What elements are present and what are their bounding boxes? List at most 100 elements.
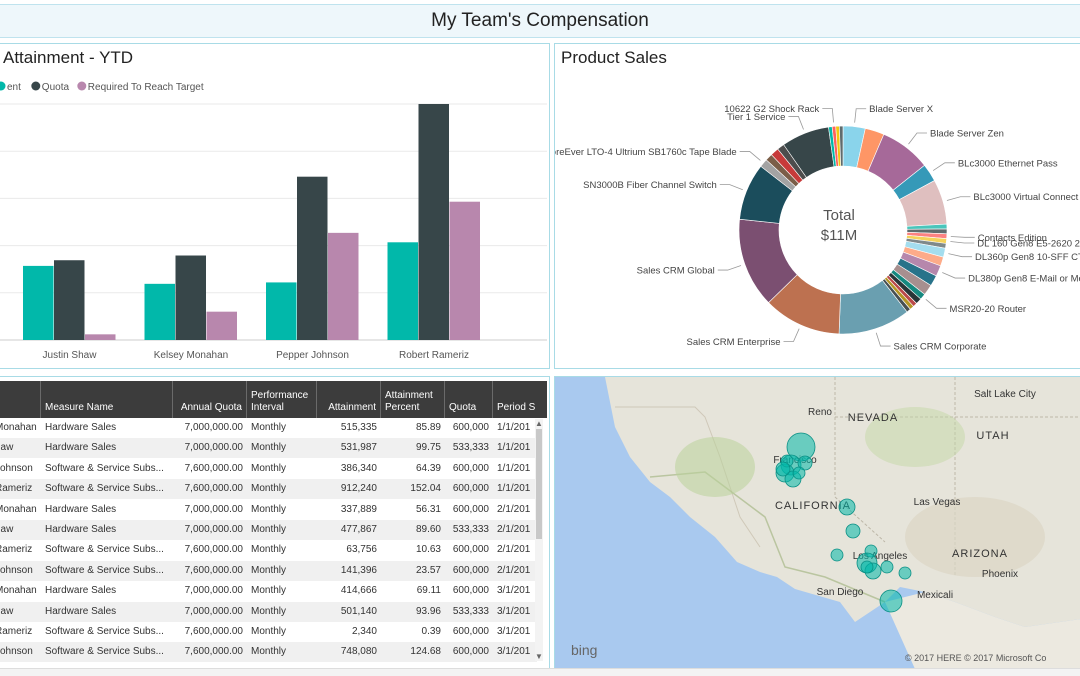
cell-annual-quota: 7,000,000.00	[184, 503, 243, 515]
map-bubble[interactable]	[898, 566, 912, 580]
map-label: ARIZONA	[952, 548, 1008, 560]
pie-leader-line	[950, 241, 975, 244]
bing-logo: bing	[571, 642, 597, 658]
cell-quota: 533,333	[452, 605, 489, 617]
col-header-attainment-percent[interactable]: Attainment Percent	[381, 381, 445, 418]
bar-ent-0[interactable]	[23, 265, 54, 340]
legend-label-0[interactable]: ent	[7, 82, 21, 93]
cell-attainment: 531,987	[340, 442, 377, 454]
table-row[interactable]: haw Hardware Sales 7,000,000.00 Monthly 477,…	[0, 520, 537, 540]
bar-quota-0[interactable]	[54, 260, 85, 340]
pie-slice-label: 10622 G2 Shock Rack	[724, 104, 819, 115]
bar-quota-2[interactable]	[297, 176, 328, 340]
cell-measure-name: Hardware Sales	[45, 524, 117, 535]
product-sales-panel[interactable]: Product Sales Blade Server X Blade Server…	[554, 43, 1080, 369]
compensation-table-panel[interactable]: Measure Name Annual Quota Performance In…	[0, 376, 550, 670]
table-row[interactable]: haw Hardware Sales 7,000,000.00 Monthly 531,…	[0, 438, 537, 459]
legend-swatch-0[interactable]	[0, 81, 6, 91]
bar-required-to-reach-target-1[interactable]	[206, 311, 238, 340]
scroll-down-icon[interactable]: ▼	[535, 652, 543, 661]
map-label: Phoenix	[982, 569, 1018, 580]
bar-ent-3[interactable]	[387, 242, 419, 340]
bar-quota-1[interactable]	[175, 255, 207, 340]
cell-attainment-percent: 124.68	[410, 646, 441, 658]
pie-slice-32[interactable]	[839, 125, 844, 167]
col-header-name[interactable]	[0, 381, 41, 418]
cell-attainment-percent: 56.31	[415, 503, 441, 515]
col-header-measure-name[interactable]: Measure Name	[41, 381, 173, 418]
cell-measure-name: Software & Service Subs...	[45, 564, 164, 576]
bar-required-to-reach-target-0[interactable]	[85, 334, 116, 340]
bar-quota-3[interactable]	[418, 104, 450, 340]
cell-performance-interval: Monthly	[251, 585, 287, 597]
map-bubble[interactable]	[797, 455, 813, 471]
pie-slice-label: MSR20-20 Router	[950, 304, 1027, 315]
pie-slice-label: Contacts Edition	[978, 233, 1047, 244]
map-bubble[interactable]	[838, 498, 856, 516]
table-row[interactable]: Johnson Software & Service Subs... 7,600,0…	[0, 642, 537, 663]
map-bubble[interactable]	[792, 466, 806, 480]
table-row[interactable]: Monahan Hardware Sales 7,000,000.00 Monthly…	[0, 581, 537, 601]
cell-name: Rameriz	[0, 483, 33, 495]
table-row[interactable]: Rameriz Software & Service Subs... 7,600,0…	[0, 622, 537, 642]
legend-label-2[interactable]: Required To Reach Target	[88, 82, 204, 93]
legend-swatch-2[interactable]	[77, 81, 87, 91]
scroll-thumb[interactable]	[536, 429, 542, 539]
bar-ent-2[interactable]	[266, 282, 297, 340]
product-sales-donut-chart: Blade Server X Blade Server Zen BLc3000 Et…	[555, 104, 1080, 353]
pie-leader-line	[783, 328, 800, 342]
table-row[interactable]: Monahan Hardware Sales 7,000,000.00 Monthly…	[0, 500, 537, 520]
map-bubble[interactable]	[860, 560, 874, 574]
cell-attainment: 501,140	[340, 605, 377, 617]
x-tick-label: Kelsey Monahan	[154, 350, 229, 361]
bar-required-to-reach-target-2[interactable]	[328, 232, 359, 340]
cell-performance-interval: Monthly	[251, 422, 287, 433]
cell-attainment-percent: 64.39	[415, 462, 441, 474]
cell-performance-interval: Monthly	[251, 442, 287, 454]
report-title: My Team's Compensation	[431, 10, 649, 31]
cell-period-start: 3/1/201	[497, 646, 531, 658]
map-bubble[interactable]	[775, 461, 791, 477]
cell-measure-name: Hardware Sales	[45, 605, 117, 617]
map-copyright: © 2017 HERE © 2017 Microsoft Co	[905, 653, 1046, 663]
table-row[interactable]: Rameriz Software & Service Subs... 7,600,0…	[0, 479, 537, 500]
col-header-period-start[interactable]: Period S	[497, 402, 536, 413]
scroll-up-icon[interactable]: ▲	[535, 419, 543, 428]
map-label: UTAH	[976, 430, 1009, 442]
cell-quota: 600,000	[452, 585, 489, 597]
cell-performance-interval: Monthly	[251, 564, 287, 576]
attainment-chart-panel[interactable]: Attainment - YTD ent Quota Required To Rea…	[0, 43, 550, 369]
map-label: San Diego	[817, 587, 864, 598]
col-header-attainment[interactable]: Attainment	[317, 381, 381, 418]
legend-swatch-1[interactable]	[31, 81, 41, 91]
map-bubble[interactable]	[879, 589, 903, 613]
legend-label-1[interactable]: Quota	[42, 82, 70, 93]
bar-ent-1[interactable]	[144, 283, 176, 340]
col-header-annual-quota[interactable]: Annual Quota	[173, 381, 247, 418]
table-row[interactable]: Johnson Software & Service Subs... 7,600,0…	[0, 459, 537, 479]
cell-attainment: 515,335	[340, 422, 377, 433]
map-bubble[interactable]	[830, 548, 844, 562]
map-bubble[interactable]	[880, 560, 894, 574]
pie-slice-label: DL 160 Gen8 E5-2620 2.0GHz	[977, 238, 1080, 249]
donut-center-value: $11M	[821, 227, 857, 244]
table-scrollbar[interactable]: ▲ ▼	[535, 419, 543, 661]
cell-quota: 533,333	[452, 442, 489, 454]
col-header-quota[interactable]: Quota	[445, 381, 493, 418]
map-bubble[interactable]	[845, 523, 861, 539]
table-row[interactable]: Monahan Hardware Sales 7,000,000.00 Monthly…	[0, 418, 537, 438]
map-label: Las Vegas	[914, 497, 961, 508]
cell-attainment-percent: 152.04	[410, 483, 441, 495]
cell-name: Monahan	[0, 422, 37, 433]
cell-performance-interval: Monthly	[251, 626, 287, 637]
table-row[interactable]: haw Hardware Sales 7,000,000.00 Monthly 501,…	[0, 601, 537, 622]
col-header-performance-interval[interactable]: Performance Interval	[247, 381, 317, 418]
table-row[interactable]: Rameriz Software & Service Subs... 7,600,0…	[0, 540, 537, 560]
bar-required-to-reach-target-3[interactable]	[449, 201, 481, 340]
pie-slice-label: Blade Server X	[869, 104, 934, 115]
cell-measure-name: Hardware Sales	[45, 442, 117, 454]
attainment-bar-chart: ent Quota Required To Reach Target Justin …	[0, 81, 547, 361]
table-row[interactable]: Johnson Software & Service Subs... 7,600,0…	[0, 560, 537, 581]
